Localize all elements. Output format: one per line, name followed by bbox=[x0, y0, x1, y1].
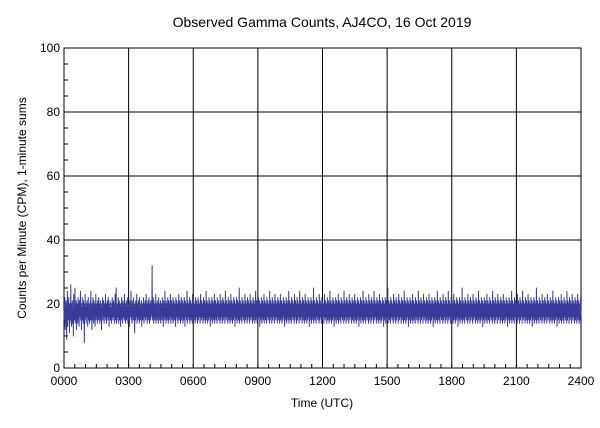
minor-ticks bbox=[63, 47, 582, 369]
y-axis-label: Counts per Minute (CPM), 1-minute sums bbox=[15, 97, 29, 318]
chart-title: Observed Gamma Counts, AJ4CO, 16 Oct 201… bbox=[173, 14, 472, 30]
x-tick-labels: 0000 0300 0600 0900 1200 1500 1800 2100 2400 bbox=[51, 374, 595, 388]
x-tick-label: 0600 bbox=[180, 374, 207, 388]
x-tick-label: 2400 bbox=[568, 374, 595, 388]
y-tick-labels: 0 20 40 60 80 100 bbox=[40, 41, 60, 375]
data-layer bbox=[63, 265, 582, 343]
x-tick-label: 2100 bbox=[503, 374, 530, 388]
y-tick-label: 0 bbox=[53, 361, 60, 375]
x-tick-label: 1500 bbox=[374, 374, 401, 388]
x-tick-label: 0900 bbox=[245, 374, 272, 388]
y-tick-label: 20 bbox=[47, 297, 61, 311]
x-tick-label: 0000 bbox=[51, 374, 78, 388]
y-tick-label: 40 bbox=[47, 233, 61, 247]
x-axis-label: Time (UTC) bbox=[291, 396, 353, 410]
y-tick-label: 100 bbox=[40, 41, 60, 55]
series-line-0 bbox=[63, 265, 582, 343]
y-tick-label: 60 bbox=[47, 169, 61, 183]
x-tick-label: 1200 bbox=[309, 374, 336, 388]
x-tick-label: 0300 bbox=[115, 374, 142, 388]
y-tick-label: 80 bbox=[47, 105, 61, 119]
x-tick-label: 1800 bbox=[438, 374, 465, 388]
